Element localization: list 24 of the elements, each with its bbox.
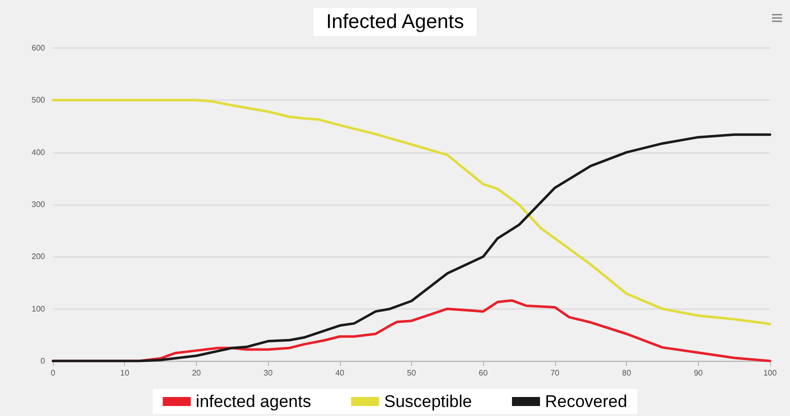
x-tick-label: 100 [763, 368, 778, 378]
line-series [52, 133, 772, 362]
x-tick-label: 0 [50, 368, 56, 378]
x-tick-label: 20 [192, 368, 202, 378]
line-series [52, 98, 772, 326]
y-tick-label: 200 [32, 252, 46, 262]
x-tick-label: 50 [407, 368, 416, 378]
x-tick-label: 80 [622, 368, 632, 378]
y-tick-label: 100 [32, 304, 46, 314]
x-tick-label: 10 [120, 368, 130, 378]
x-tick-label: 90 [694, 368, 704, 378]
x-tick-label: 70 [550, 368, 560, 378]
x-tick-label: 60 [478, 368, 488, 378]
y-tick-label: 500 [32, 96, 46, 105]
legend-label: Recovered [544, 392, 628, 411]
y-tick-label: 400 [32, 148, 46, 157]
x-tick-label: 30 [264, 368, 274, 378]
legend-label: infected agents [196, 392, 312, 411]
y-tick-label: 0 [40, 356, 46, 366]
chart-title: Infected Agents [326, 11, 464, 33]
x-tick-label: 40 [335, 368, 345, 378]
legend-label: Susceptible [384, 392, 472, 411]
y-tick-label: 600 [32, 44, 46, 52]
y-tick-label: 300 [32, 200, 46, 209]
